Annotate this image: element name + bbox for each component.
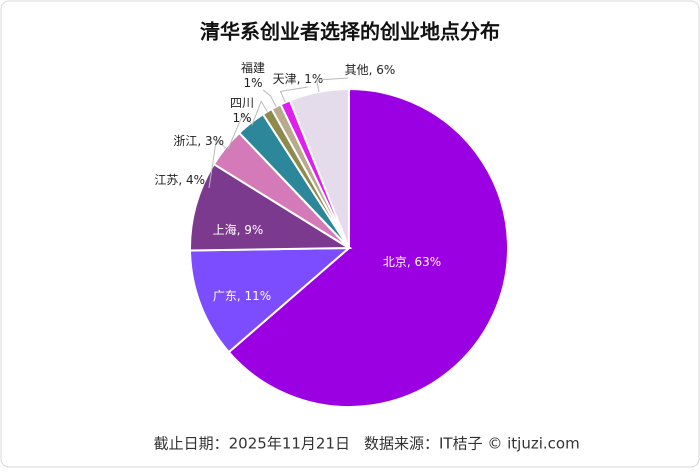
data-label: 江苏, 4% <box>154 173 205 187</box>
data-label: 广东, 11% <box>213 289 271 303</box>
footer-date: 截止日期：2025年11月21日 <box>154 435 350 453</box>
leader-line <box>316 77 349 92</box>
chart-title: 清华系创业者选择的创业地点分布 <box>200 20 500 44</box>
data-label-line: 1% <box>243 76 262 90</box>
data-label: 浙江, 3% <box>173 134 224 148</box>
leader-line <box>227 112 252 150</box>
data-label-line: 北京, 63% <box>383 255 441 269</box>
data-label: 天津, 1% <box>273 72 324 86</box>
leader-line <box>208 139 226 189</box>
data-label: 上海, 9% <box>213 222 264 237</box>
data-label-line: 其他, 6% <box>345 63 396 77</box>
data-label-line: 1% <box>232 111 251 125</box>
data-label-line: 天津, 1% <box>273 72 324 86</box>
data-label-line: 广东, 11% <box>213 289 271 303</box>
leader-line <box>279 86 309 103</box>
data-label-line: 上海, 9% <box>213 222 264 237</box>
leader-line <box>262 89 277 107</box>
leader-line <box>251 100 268 126</box>
data-label-line: 浙江, 3% <box>173 134 224 148</box>
data-label-line: 江苏, 4% <box>154 173 205 187</box>
pie-slice <box>189 246 352 354</box>
data-label-line: 福建 <box>241 60 265 75</box>
pie-slice <box>227 87 509 408</box>
pie-slice <box>189 162 353 252</box>
data-label: 其他, 6% <box>345 63 396 77</box>
data-label: 北京, 63% <box>383 255 441 269</box>
data-label: 福建 1% <box>241 60 265 90</box>
data-label-line: 四川 <box>230 96 254 110</box>
footer-source: 数据来源：IT桔子 © itjuzi.com <box>364 435 580 453</box>
data-label: 四川 1% <box>230 96 254 125</box>
